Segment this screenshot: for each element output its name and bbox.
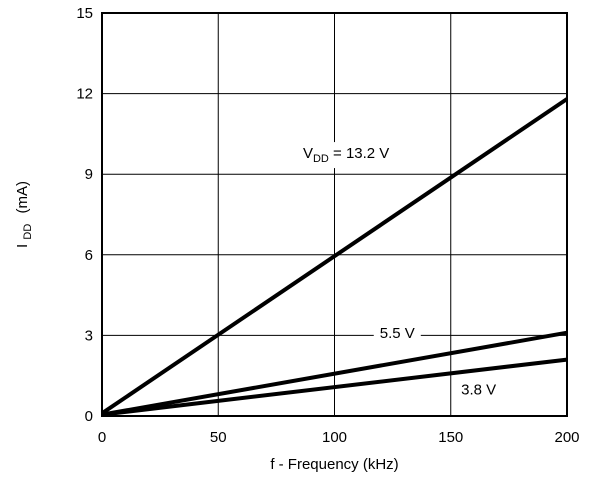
y-tick-label: 6 [85,247,93,264]
y-tick-label: 0 [85,408,93,425]
svg-text:I DD (mA): I DD (mA) [14,181,35,248]
series-annotation: 5.5 V [373,322,421,346]
x-tick-label: 200 [554,429,579,446]
grid [102,13,567,416]
y-tick-label: 9 [85,166,93,183]
y-axis-label: I DD (mA) [14,181,35,248]
y-tick-label: 3 [85,327,93,344]
series-annotation: 3.8 V [455,378,503,402]
x-tick-label: 150 [438,429,463,446]
x-tick-label: 50 [210,429,227,446]
y-tick-label: 12 [76,86,93,103]
plot-frame [101,12,568,417]
y-axis-label-sub: DD [22,224,34,240]
annotation-text: 3.8 V [461,382,496,399]
series-line-3-8-V [101,357,568,417]
x-axis-label: f - Frequency (kHz) [270,456,398,473]
series-line-13-2-V [100,97,569,415]
annotations: VDD = 13.2 V 5.5 V 3.8 V [296,142,503,402]
series-line-5-5-V [101,330,568,417]
series-lines [100,97,569,417]
annotation-background [296,142,396,169]
y-axis-label-main: I [14,244,31,248]
annotation-background [455,378,503,402]
x-tick-label: 100 [322,429,347,446]
annotation-background [373,322,421,346]
x-tick-label: 0 [98,429,106,446]
y-tick-label: 15 [76,5,93,22]
y-axis-label-unit: (mA) [14,181,31,214]
annotation-text: 5.5 V [380,325,415,342]
annotation-text: VDD = 13.2 V [303,145,389,165]
tick-labels: 0 50 100 150 200 0 3 6 9 12 15 [76,5,579,446]
series-annotation: VDD = 13.2 V [296,142,396,169]
